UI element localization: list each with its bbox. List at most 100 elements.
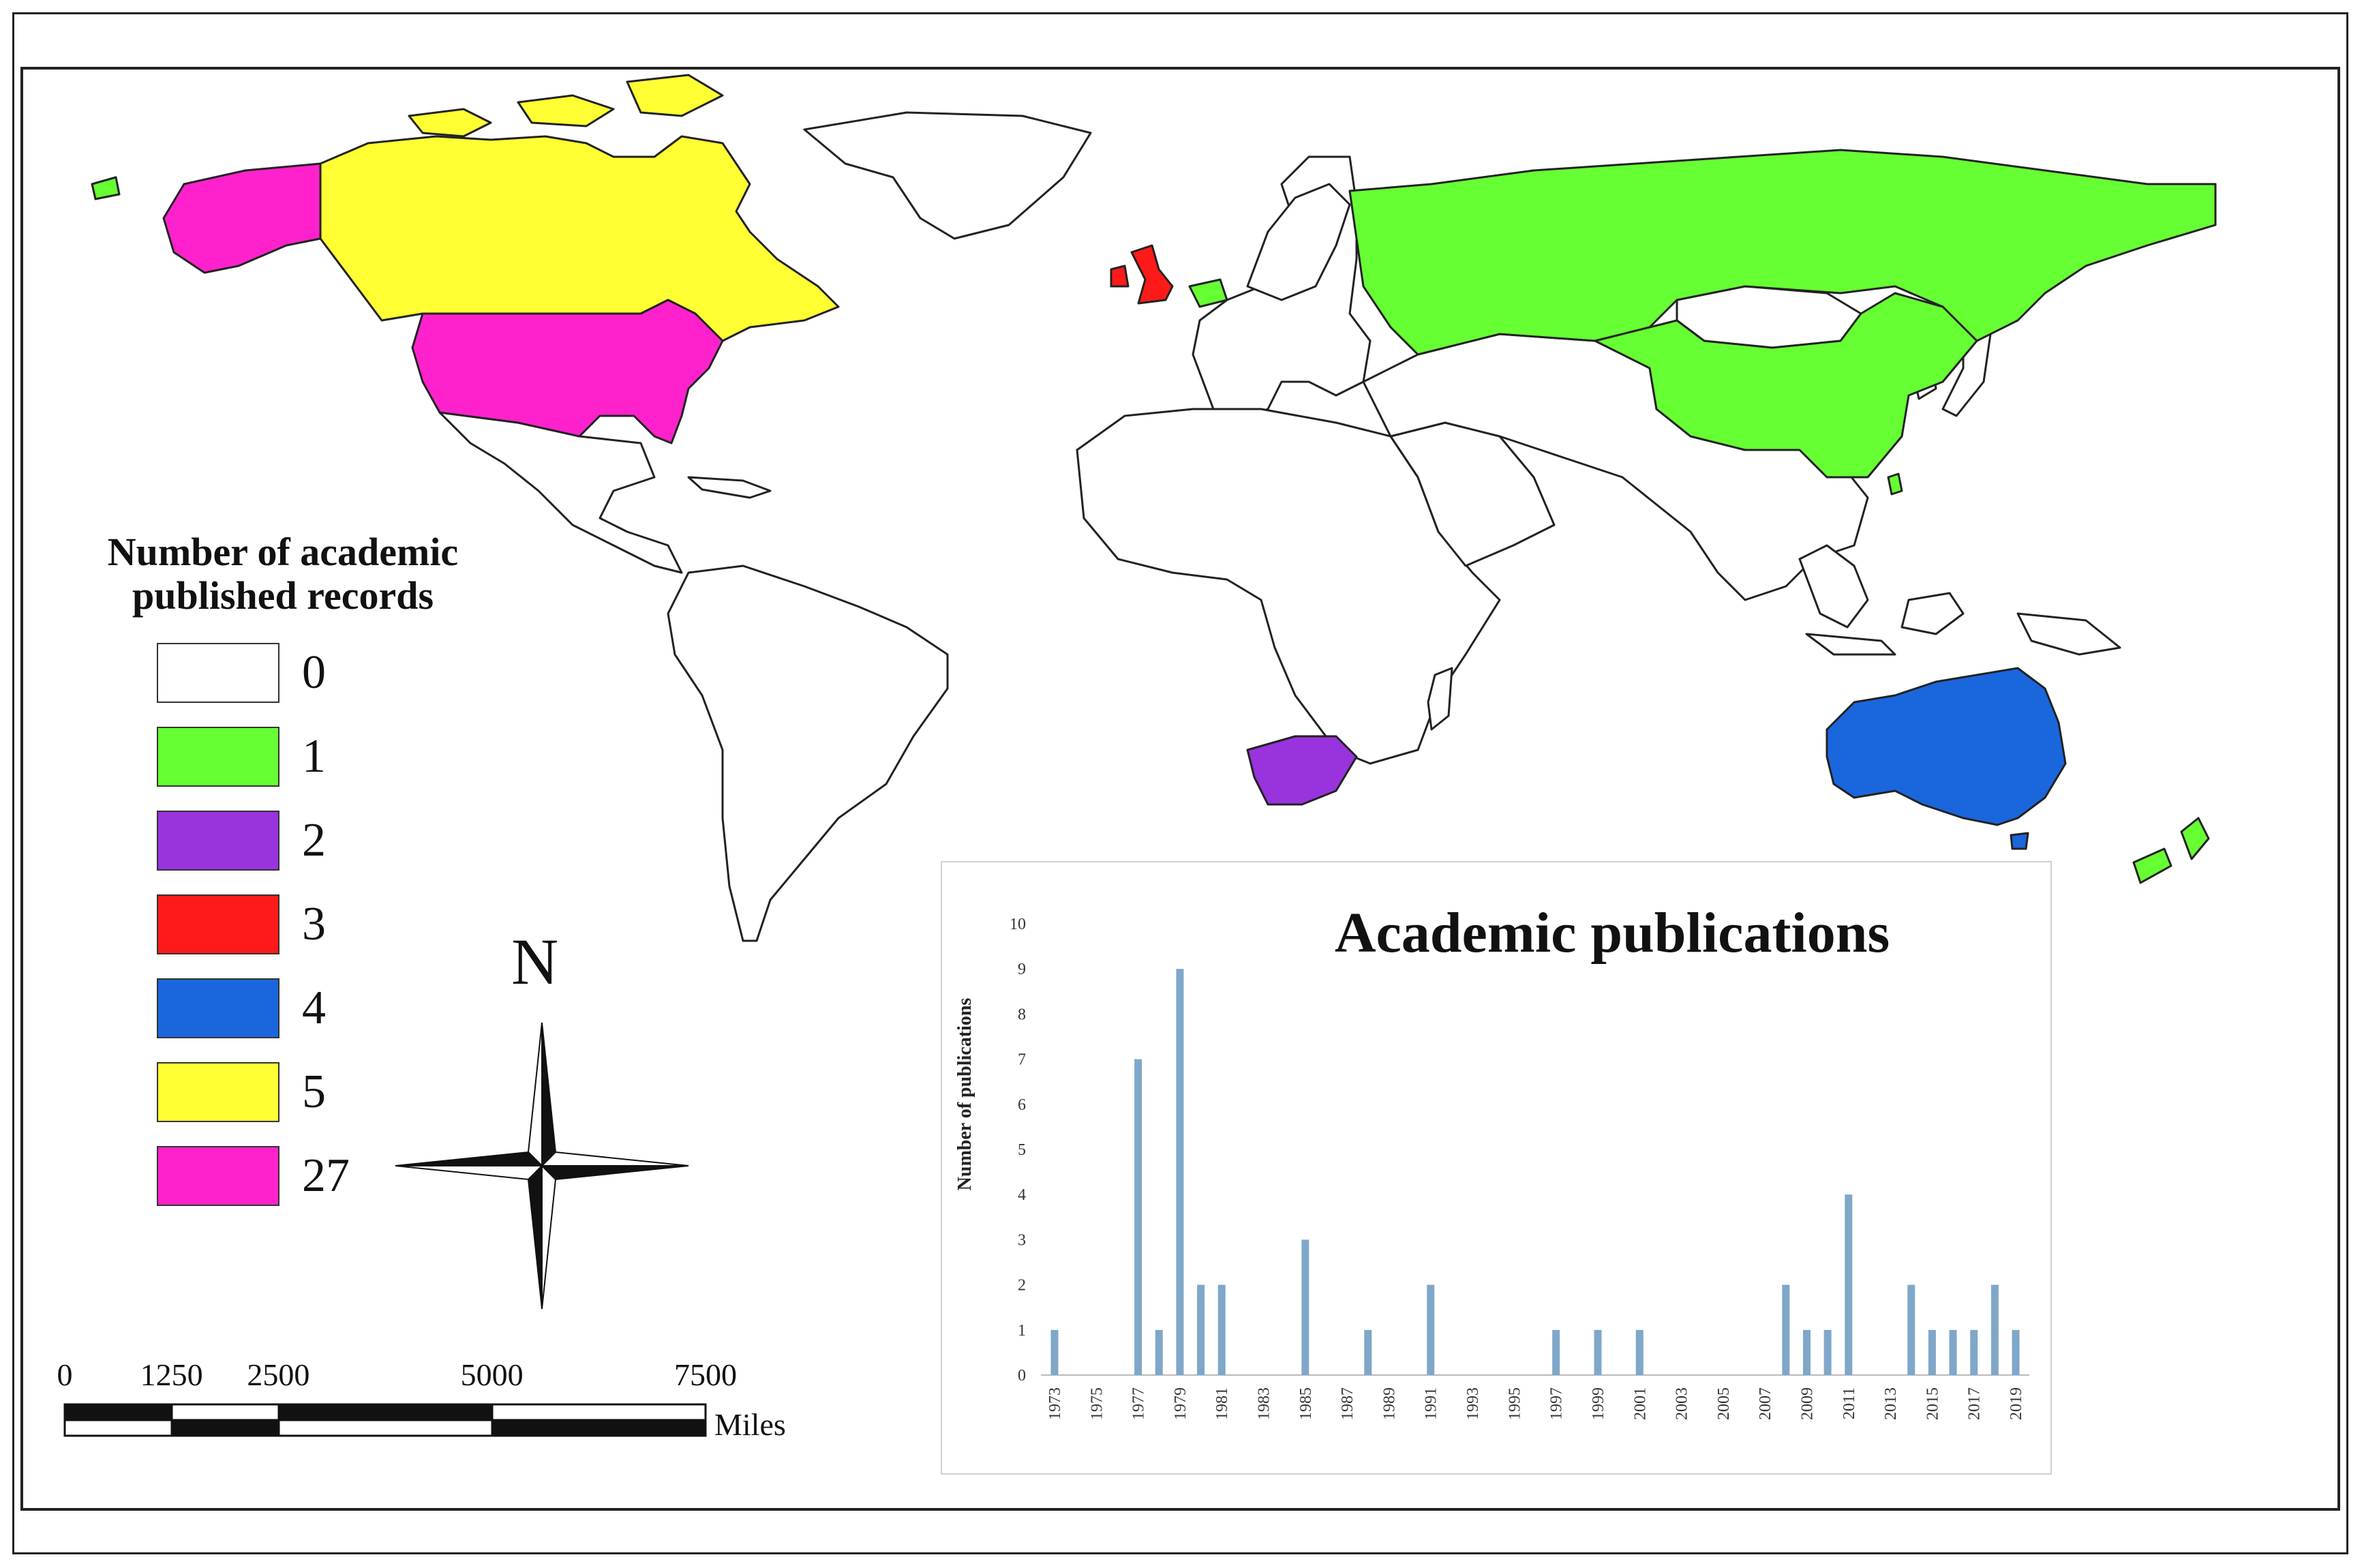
- x-tick-label: 2017: [1966, 1387, 1984, 1420]
- country-south-africa: [1246, 735, 1358, 806]
- bar-1999: [1594, 1329, 1602, 1375]
- legend-label: 27: [302, 1149, 350, 1202]
- country-madagascar: [1427, 667, 1453, 731]
- legend-swatch: [157, 727, 279, 787]
- bar-2014: [1907, 1284, 1916, 1375]
- bar-2010: [1823, 1329, 1832, 1375]
- scale-tick-label: 0: [57, 1357, 73, 1392]
- caribbean-islands: [687, 476, 772, 499]
- bar-1978: [1155, 1329, 1163, 1375]
- x-tick-label: 2003: [1674, 1387, 1691, 1420]
- bar-1988: [1364, 1329, 1372, 1375]
- x-tick-label: 1999: [1590, 1387, 1607, 1420]
- alaska-west-tip: [91, 176, 121, 200]
- y-tick-label: 2: [1018, 1277, 1026, 1295]
- x-tick-label: 2019: [2008, 1387, 2025, 1420]
- x-tick-label: 1995: [1506, 1387, 1524, 1420]
- region-indonesia-1: [1805, 633, 1896, 656]
- legend-title-line1: Number of academic: [107, 530, 459, 574]
- continent-south-america: [667, 564, 949, 942]
- country-greenland: [803, 111, 1092, 240]
- y-tick-label: 4: [1018, 1186, 1026, 1204]
- legend-swatch: [157, 1146, 279, 1206]
- x-tick-label: 1993: [1464, 1387, 1482, 1420]
- y-tick-label: 1: [1018, 1322, 1026, 1340]
- y-tick-label: 7: [1018, 1051, 1026, 1069]
- x-tick-label: 2011: [1841, 1387, 1858, 1419]
- legend-label: 4: [302, 982, 326, 1034]
- x-tick-label: 1987: [1339, 1387, 1357, 1420]
- inset-chart: Academic publications Number of publicat…: [941, 861, 2052, 1475]
- legend-swatch: [157, 1062, 279, 1122]
- scale-tick-label: 5000: [460, 1357, 524, 1392]
- bar-1977: [1134, 1059, 1142, 1375]
- region-southeast-asia: [1798, 544, 1869, 629]
- bar-1985: [1301, 1239, 1309, 1375]
- country-canada-islands: [408, 74, 724, 138]
- x-tick-label: 2007: [1757, 1387, 1774, 1420]
- y-tick-label: 9: [1018, 961, 1026, 978]
- bar-2001: [1635, 1329, 1644, 1375]
- scale-tick-label: 1250: [140, 1357, 203, 1392]
- north-label: N: [511, 925, 559, 998]
- legend-label: 5: [302, 1066, 326, 1118]
- y-tick-label: 5: [1018, 1141, 1026, 1159]
- legend-swatch: [157, 894, 279, 954]
- x-tick-label: 2009: [1798, 1387, 1816, 1420]
- region-new-guinea: [2016, 612, 2121, 656]
- y-tick-label: 10: [1010, 916, 1026, 933]
- x-tick-label: 1985: [1297, 1387, 1315, 1420]
- country-russia: [1348, 149, 2217, 356]
- country-usa: [411, 299, 724, 444]
- x-tick-label: 1983: [1256, 1387, 1273, 1420]
- bar-1979: [1176, 969, 1184, 1375]
- x-tick-label: 1989: [1380, 1387, 1398, 1420]
- scale-tick-label: 7500: [674, 1357, 737, 1392]
- bar-2009: [1802, 1329, 1811, 1375]
- country-tasmania: [2010, 832, 2029, 850]
- x-tick-label: 1979: [1172, 1387, 1190, 1420]
- country-china: [1594, 292, 1978, 479]
- bar-2018: [1990, 1284, 1999, 1375]
- inner-frame: [20, 67, 2340, 1511]
- legend-title-line2: published records: [132, 573, 434, 618]
- x-tick-label: 1975: [1088, 1387, 1106, 1420]
- x-tick-label: 2015: [1924, 1387, 1941, 1420]
- outer-frame: [12, 12, 2348, 1554]
- x-tick-label: 1991: [1423, 1387, 1440, 1420]
- x-tick-label: 2013: [1882, 1387, 1900, 1420]
- bar-2017: [1970, 1329, 1978, 1375]
- scale-tick-label: 2500: [247, 1357, 310, 1392]
- bar-2019: [2012, 1329, 2020, 1375]
- x-tick-label: 2005: [1715, 1387, 1733, 1420]
- scale-bar: [63, 1403, 707, 1437]
- legend-label: 0: [302, 646, 326, 699]
- legend-swatch: [157, 811, 279, 871]
- legend-swatch: [157, 978, 279, 1038]
- country-alaska: [162, 162, 322, 274]
- bar-1997: [1552, 1329, 1560, 1375]
- bar-2015: [1928, 1329, 1936, 1375]
- x-tick-label: 1997: [1548, 1387, 1566, 1420]
- bar-chart: 0 1 2 3 4 5 6 7 8 9 10 1973 1975 1977 1979 1981 1983 1985…: [1010, 916, 2029, 1420]
- y-tick-label: 3: [1018, 1231, 1026, 1249]
- region-scandinavia: [1246, 183, 1351, 301]
- country-taiwan: [1887, 472, 1903, 496]
- bar-1973: [1050, 1329, 1059, 1375]
- country-australia: [1826, 667, 2067, 826]
- bar-2016: [1949, 1329, 1957, 1375]
- north-arrow-icon: [395, 1022, 689, 1310]
- scale-unit-label: Miles: [714, 1407, 786, 1442]
- x-tick-label: 2001: [1631, 1387, 1649, 1420]
- x-tick-label: 1981: [1213, 1387, 1231, 1420]
- legend-title: Number of academic published records: [48, 530, 518, 618]
- country-mexico: [438, 411, 683, 574]
- bar-2011: [1845, 1194, 1853, 1375]
- y-tick-label: 8: [1018, 1006, 1026, 1023]
- x-tick-label: 1973: [1046, 1387, 1064, 1420]
- legend-label: 3: [302, 898, 326, 950]
- legend-swatch: [157, 643, 279, 703]
- y-tick-label: 6: [1018, 1096, 1026, 1114]
